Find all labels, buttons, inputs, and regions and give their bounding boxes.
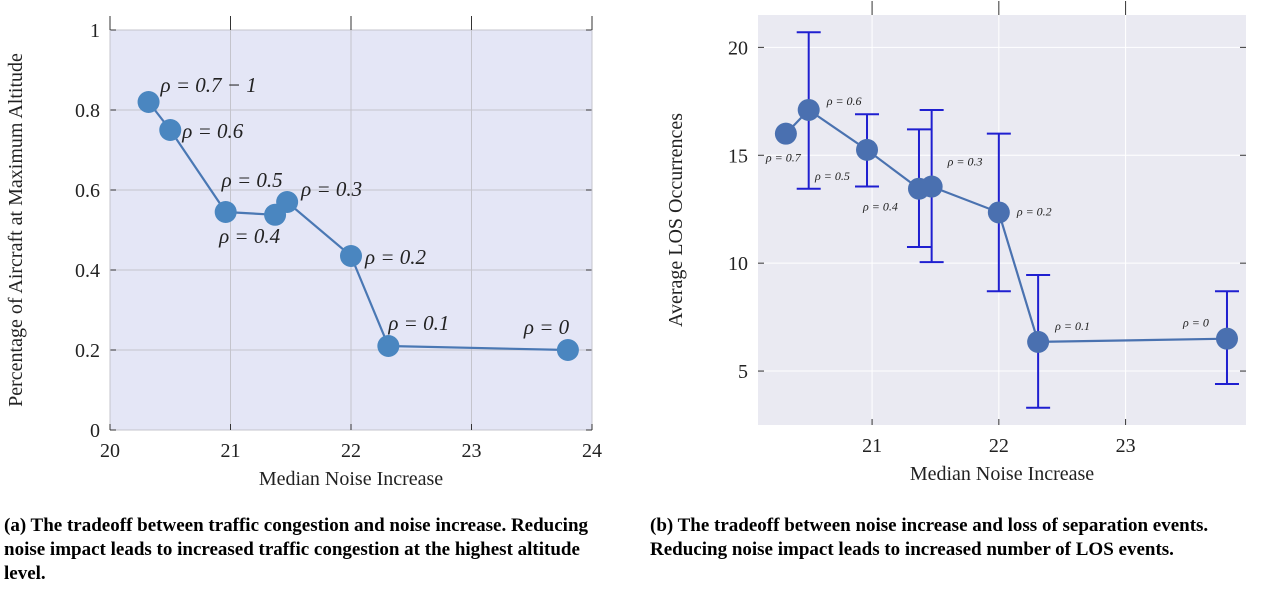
point-label: ρ = 0.7 − 1 [160,73,257,97]
y-tick-label: 20 [728,37,748,59]
point-label: ρ = 0.5 [221,168,283,192]
point-label: ρ = 0.6 [181,119,244,143]
data-point [340,245,362,267]
caption-b: (b) The tradeoff between noise increase … [650,515,1209,560]
y-tick-label: 10 [728,253,748,275]
y-tick-label: 1 [90,20,100,42]
point-label: ρ = 0 [1182,316,1209,330]
x-tick-label: 21 [221,440,241,462]
data-point [1215,327,1238,350]
data-point [920,175,943,198]
y-tick-label: 15 [728,145,748,167]
point-label: ρ = 0.3 [947,155,983,169]
data-point [987,201,1010,224]
y-tick-label: 0.6 [75,180,100,202]
point-label: ρ = 0.4 [862,200,898,214]
data-point [797,98,820,121]
point-label: ρ = 0.4 [218,224,281,248]
point-label: ρ = 0.2 [364,245,427,269]
y-tick-label: 5 [738,361,748,383]
y-axis-label: Average LOS Occurrences [665,113,687,327]
point-label: ρ = 0.1 [387,311,449,335]
y-tick-label: 0.2 [75,340,100,362]
data-point [377,335,400,357]
y-tick-label: 0.4 [75,260,100,282]
point-label: ρ = 0.5 [814,169,850,183]
point-label: ρ = 0.3 [300,177,362,201]
x-tick-label: 24 [582,440,602,462]
x-tick-label: 23 [1116,435,1136,457]
data-point [214,201,237,223]
chart-b: 5 10 15 20 21 22 23 Median Noise Increase Averag… [665,1,1246,485]
data-point [276,191,299,213]
point-label: ρ = 0.1 [1054,319,1090,333]
data-point [137,91,160,113]
x-tick-label: 21 [862,435,882,457]
x-tick-label: 20 [100,440,120,462]
data-point [1027,330,1050,353]
data-point [159,119,182,141]
y-tick-label: 0.8 [75,100,100,122]
y-tick-label: 0 [90,420,100,442]
x-tick-label: 22 [341,440,361,462]
x-tick-label: 23 [462,440,482,462]
point-label: ρ = 0.2 [1016,204,1052,218]
caption-a: (a) The tradeoff between traffic congest… [4,515,589,584]
chart-a: 0 0.2 0.4 0.6 0.8 1 20 21 22 23 24 Median Noise Inc… [5,16,602,490]
point-label: ρ = 0.7 [765,151,802,165]
point-label: ρ = 0 [523,315,570,339]
x-tick-label: 22 [989,435,1009,457]
x-axis-label: Median Noise Increase [259,468,443,490]
x-axis-label: Median Noise Increase [910,463,1094,485]
data-point [856,138,879,161]
y-axis-label: Percentage of Aircraft at Maximum Altitu… [5,53,27,407]
data-point [774,122,797,145]
data-point [556,339,579,361]
point-label: ρ = 0.6 [826,94,862,108]
